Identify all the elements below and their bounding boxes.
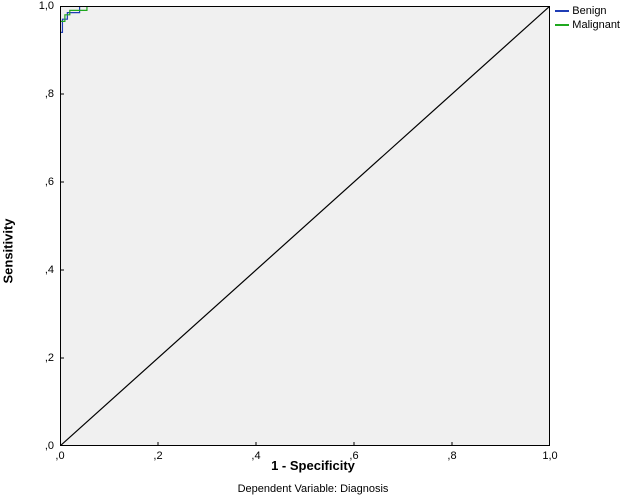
y-tick-label: ,8 [45, 88, 54, 100]
plot-area [60, 6, 550, 446]
y-axis-label: Sensitivity [1, 218, 16, 283]
y-tick-label: ,2 [45, 352, 54, 364]
legend: BenignMalignant [555, 4, 620, 32]
x-tick-label: ,4 [251, 450, 260, 462]
plot-svg [60, 6, 550, 446]
y-tick-label: 1,0 [39, 0, 54, 12]
legend-swatch [555, 10, 569, 12]
legend-label: Malignant [572, 18, 620, 32]
legend-label: Benign [572, 4, 606, 18]
x-tick-label: ,6 [349, 450, 358, 462]
legend-swatch [555, 24, 569, 26]
x-axis-label: 1 - Specificity [271, 458, 355, 473]
chart-caption: Dependent Variable: Diagnosis [238, 483, 389, 495]
y-tick-label: ,4 [45, 264, 54, 276]
x-tick-label: ,8 [447, 450, 456, 462]
y-tick-label: ,6 [45, 176, 54, 188]
legend-item: Malignant [555, 18, 620, 32]
x-tick-label: ,0 [55, 450, 64, 462]
y-tick-label: ,0 [45, 440, 54, 452]
x-tick-label: 1,0 [542, 450, 557, 462]
chart-container: Sensitivity 1 - Specificity Dependent Va… [0, 0, 626, 501]
x-tick-label: ,2 [153, 450, 162, 462]
legend-item: Benign [555, 4, 620, 18]
